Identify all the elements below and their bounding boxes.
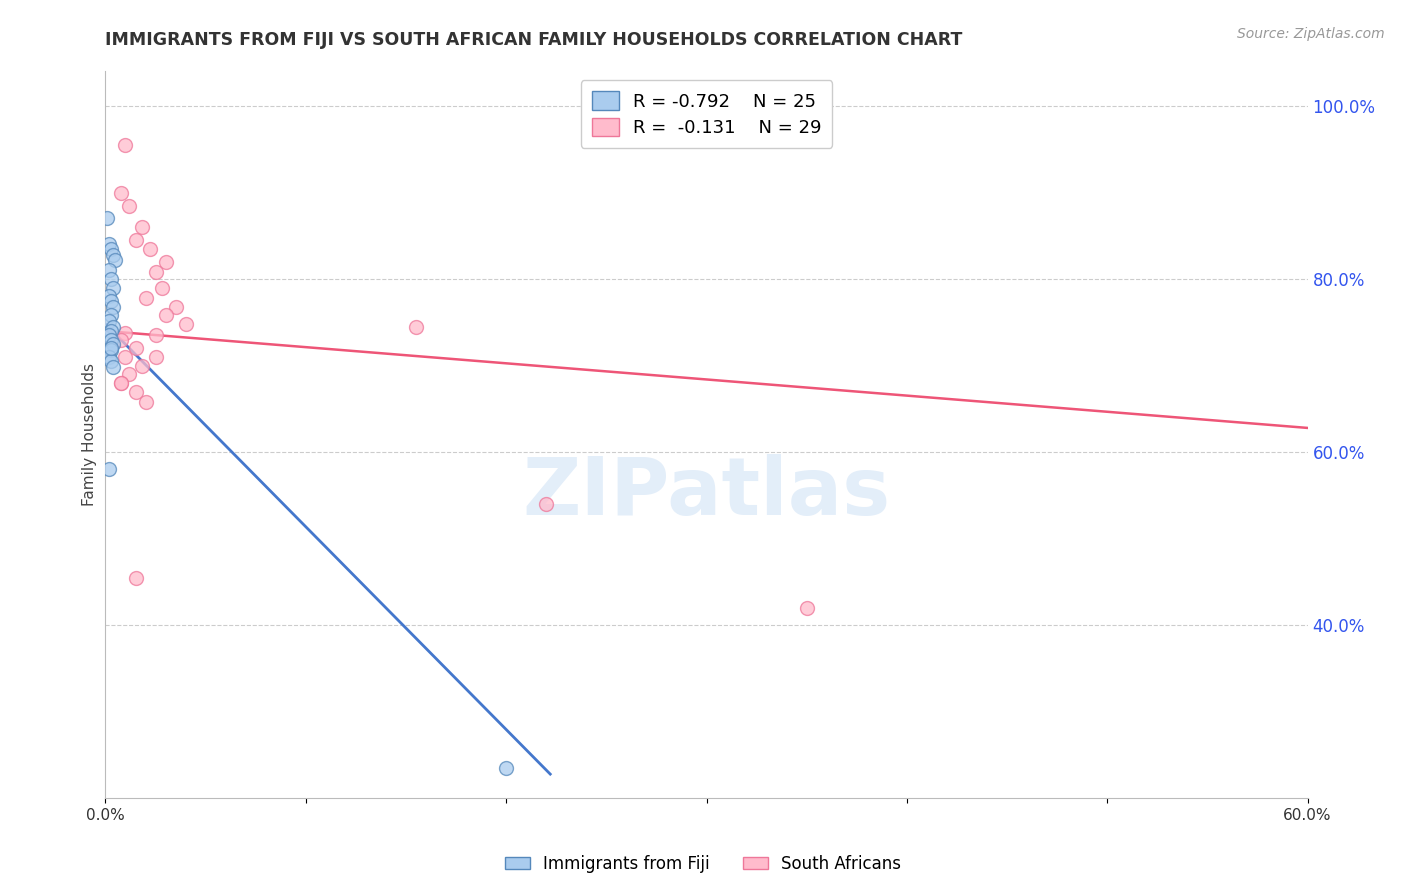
Point — [155, 309, 177, 323]
Point — [138, 242, 160, 256]
Point — [135, 291, 157, 305]
Point — [100, 272, 122, 286]
Point — [405, 319, 427, 334]
Point — [118, 198, 141, 212]
Text: IMMIGRANTS FROM FIJI VS SOUTH AFRICAN FAMILY HOUSEHOLDS CORRELATION CHART: IMMIGRANTS FROM FIJI VS SOUTH AFRICAN FA… — [105, 31, 963, 49]
Point — [124, 233, 146, 247]
Text: ZIPatlas: ZIPatlas — [523, 454, 890, 532]
Point — [103, 300, 125, 314]
Y-axis label: Family Households: Family Households — [82, 363, 97, 507]
Point — [103, 281, 125, 295]
Point — [534, 497, 557, 511]
Point — [98, 263, 121, 277]
Point — [100, 324, 122, 338]
Point — [135, 395, 157, 409]
Point — [100, 343, 122, 357]
Point — [98, 237, 121, 252]
Point — [150, 281, 173, 295]
Point — [103, 360, 125, 375]
Point — [110, 376, 132, 390]
Point — [131, 220, 153, 235]
Point — [118, 368, 141, 382]
Legend: Immigrants from Fiji, South Africans: Immigrants from Fiji, South Africans — [498, 848, 908, 880]
Point — [100, 354, 122, 368]
Point — [796, 601, 818, 615]
Point — [114, 137, 136, 152]
Point — [145, 350, 167, 364]
Point — [110, 333, 132, 347]
Point — [98, 462, 121, 476]
Point — [100, 333, 122, 347]
Point — [98, 289, 121, 303]
Point — [98, 328, 121, 343]
Point — [110, 376, 132, 390]
Point — [103, 337, 125, 351]
Point — [114, 350, 136, 364]
Point — [98, 350, 121, 364]
Point — [100, 242, 122, 256]
Text: Source: ZipAtlas.com: Source: ZipAtlas.com — [1237, 27, 1385, 41]
Point — [103, 248, 125, 262]
Point — [124, 384, 146, 399]
Point — [145, 265, 167, 279]
Point — [110, 186, 132, 200]
Point — [104, 253, 127, 268]
Point — [100, 293, 122, 308]
Point — [131, 359, 153, 373]
Point — [114, 326, 136, 340]
Point — [100, 341, 122, 355]
Point — [165, 300, 187, 314]
Point — [495, 761, 517, 775]
Point — [103, 319, 125, 334]
Point — [155, 254, 177, 268]
Point — [100, 309, 122, 323]
Point — [98, 313, 121, 327]
Point — [124, 571, 146, 585]
Point — [145, 328, 167, 343]
Point — [124, 341, 146, 355]
Point — [174, 317, 197, 331]
Point — [96, 211, 118, 226]
Legend: R = -0.792    N = 25, R =  -0.131    N = 29: R = -0.792 N = 25, R = -0.131 N = 29 — [581, 80, 832, 148]
